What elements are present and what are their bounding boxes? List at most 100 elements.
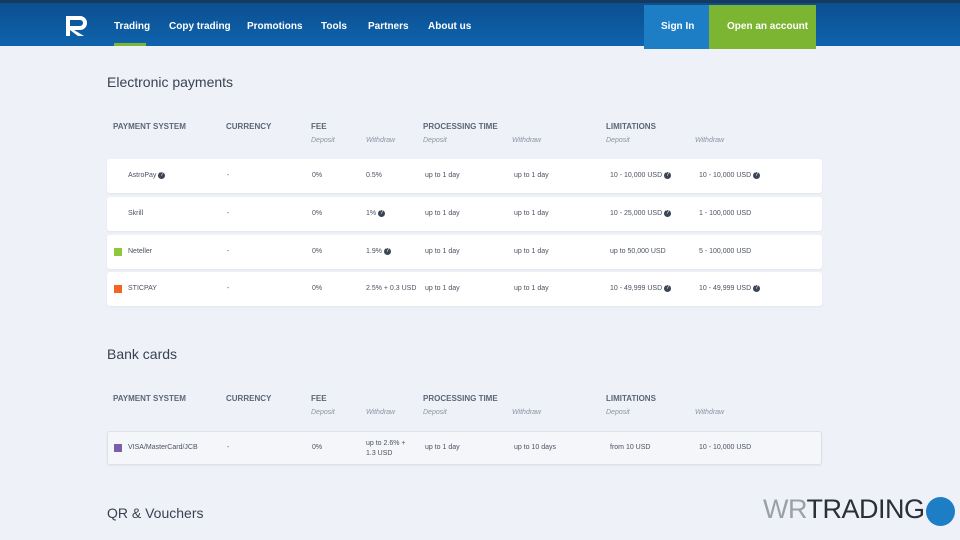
watermark-text: TRADING — [806, 494, 926, 524]
table-cell: 1%? — [366, 209, 386, 219]
table-cell: up to 2.6% + 1.3 USD — [366, 439, 410, 459]
table-row[interactable] — [107, 431, 822, 465]
info-icon[interactable]: ? — [753, 171, 761, 179]
table-row[interactable] — [107, 272, 822, 306]
cell-text: 5 - 100,000 USD — [699, 248, 752, 255]
table-cell: Skrill — [128, 209, 143, 219]
table-row[interactable] — [107, 159, 822, 193]
open-account[interactable]: Open an account — [727, 21, 809, 32]
navbar — [0, 0, 960, 49]
nav-item[interactable]: Partners — [368, 21, 409, 32]
cell-text: up to 1 day — [514, 210, 549, 217]
subcolumn-header: Deposit — [311, 409, 335, 416]
table-cell: up to 1 day — [425, 247, 460, 257]
table-cell: up to 50,000 USD — [610, 247, 666, 257]
cell-text: - — [227, 172, 230, 179]
open-account-button[interactable] — [709, 5, 816, 49]
payment-logo — [114, 285, 122, 293]
sign-in[interactable]: Sign In — [661, 21, 695, 32]
cell-text: from 10 USD — [610, 444, 651, 451]
info-icon[interactable]: ? — [753, 284, 761, 292]
section-title: QR & Vouchers — [107, 505, 204, 521]
nav-item[interactable]: Promotions — [247, 21, 303, 32]
table-row[interactable] — [107, 235, 822, 269]
table-cell: 10 - 49,999 USD? — [699, 284, 761, 294]
cell-text: Skrill — [128, 210, 144, 217]
table-cell: up to 10 days — [514, 443, 556, 453]
cell-text: up to 1 day — [425, 285, 460, 292]
table-cell: 0.5% — [366, 171, 382, 181]
payment-logo — [114, 172, 122, 180]
table-cell: up to 1 day — [514, 209, 549, 219]
table-row[interactable] — [107, 197, 822, 231]
cell-text: AstroPay — [128, 172, 157, 179]
cell-text: 0% — [312, 172, 323, 179]
cell-text: up to 1 day — [425, 172, 460, 179]
info-icon[interactable]: ? — [383, 247, 391, 255]
table-cell: 1.9%? — [366, 247, 391, 257]
column-header: FEE — [311, 122, 327, 131]
info-icon[interactable]: ? — [664, 171, 672, 179]
payment-logo — [114, 248, 122, 256]
table-cell: 0% — [312, 247, 322, 257]
column-header: PAYMENT SYSTEM — [113, 394, 186, 403]
cell-text: 1 - 100,000 USD — [699, 210, 752, 217]
subcolumn-header: Deposit — [423, 137, 447, 144]
table-cell: up to 1 day — [425, 284, 460, 294]
logo[interactable] — [64, 14, 90, 38]
table-cell: STICPAY — [128, 284, 157, 294]
section-title: Bank cards — [107, 346, 178, 362]
subcolumn-header: Deposit — [311, 137, 335, 144]
cell-text: 10 - 10,000 USD — [610, 172, 663, 179]
nav-item[interactable]: Tools — [321, 21, 347, 32]
info-icon[interactable]: ? — [158, 171, 166, 179]
nav-item[interactable]: Trading — [114, 21, 151, 32]
column-header: PROCESSING TIME — [423, 394, 498, 403]
table-cell: VISA/MasterCard/JCB — [128, 443, 198, 453]
info-icon[interactable]: ? — [664, 209, 672, 217]
column-header: CURRENCY — [226, 122, 272, 131]
table-cell: 1 - 100,000 USD — [699, 209, 751, 219]
cell-text: up to 1 day — [425, 444, 460, 451]
subcolumn-header: Deposit — [606, 137, 630, 144]
subcolumn-header: Withdraw — [512, 137, 542, 144]
table-cell: Neteller — [128, 247, 152, 257]
subcolumn-header: Withdraw — [366, 409, 396, 416]
subcolumn-header: Deposit — [606, 409, 630, 416]
cell-text: up to 10 days — [514, 444, 557, 451]
cell-text: up to 2.6% + 1.3 USD — [366, 440, 406, 457]
cell-text: 2.5% + 0.3 USD — [366, 285, 417, 292]
nav-item[interactable]: About us — [428, 21, 472, 32]
column-header: PAYMENT SYSTEM — [113, 122, 186, 131]
cell-text: VISA/MasterCard/JCB — [128, 444, 198, 451]
table-cell: up to 1 day — [425, 443, 460, 453]
table-cell: 0% — [312, 171, 322, 181]
column-header: LIMITATIONS — [606, 394, 656, 403]
table-cell: 10 - 10,000 USD — [699, 443, 751, 453]
cell-text: up to 1 day — [514, 248, 549, 255]
cell-text: 10 - 10,000 USD — [699, 444, 752, 451]
cell-text: 10 - 10,000 USD — [699, 172, 752, 179]
subcolumn-header: Withdraw — [695, 409, 725, 416]
active-underline — [114, 43, 146, 46]
sign-in-button[interactable] — [644, 5, 709, 49]
chat-button[interactable] — [926, 497, 955, 526]
watermark-text: WR — [763, 494, 807, 524]
cell-text: up to 50,000 USD — [610, 248, 666, 255]
table-cell: 5 - 100,000 USD — [699, 247, 751, 257]
table-cell: 10 - 49,999 USD? — [610, 284, 672, 294]
table-cell: up to 1 day — [514, 284, 549, 294]
table-cell: up to 1 day — [425, 171, 460, 181]
subcolumn-header: Deposit — [423, 409, 447, 416]
table-cell: - — [227, 284, 229, 294]
info-icon[interactable]: ? — [378, 209, 386, 217]
cell-text: - — [227, 444, 230, 451]
cell-text: 10 - 25,000 USD — [610, 210, 663, 217]
nav-item[interactable]: Copy trading — [169, 21, 231, 32]
info-icon[interactable]: ? — [664, 284, 672, 292]
table-cell: - — [227, 209, 229, 219]
cell-text: up to 1 day — [425, 248, 460, 255]
table-cell: - — [227, 247, 229, 257]
column-header: CURRENCY — [226, 394, 272, 403]
